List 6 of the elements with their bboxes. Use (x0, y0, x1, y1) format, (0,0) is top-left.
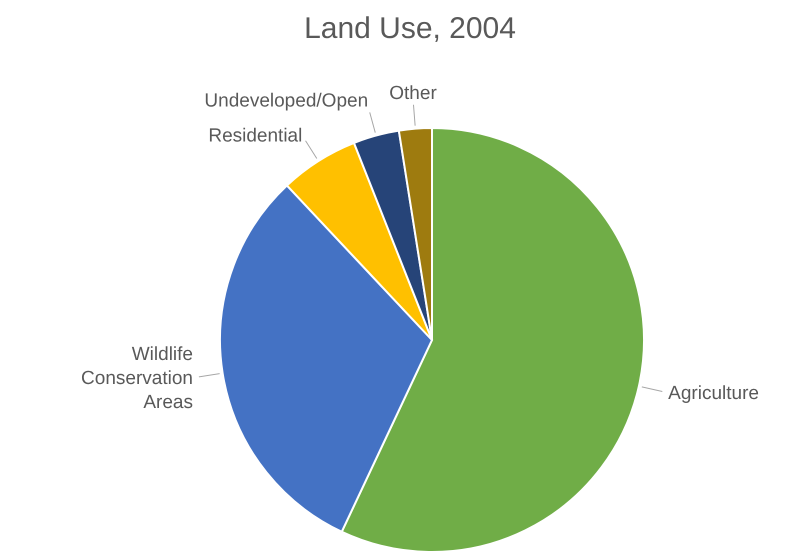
slice-label: Agriculture (668, 382, 759, 404)
chart-title: Land Use, 2004 (304, 12, 516, 45)
slice-label: Residential (208, 126, 302, 147)
slice-label: Other (389, 82, 438, 104)
slice-label: Undeveloped/Open (204, 90, 368, 112)
slice-label: Wildlife Conservation Areas (81, 344, 193, 413)
